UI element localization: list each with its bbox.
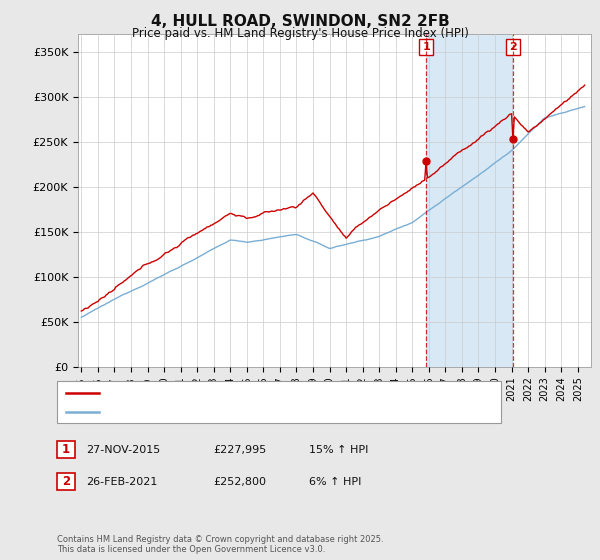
Bar — [426, 34, 513, 367]
Text: 2: 2 — [509, 42, 517, 52]
Text: 4, HULL ROAD, SWINDON, SN2 2FB (semi-detached house): 4, HULL ROAD, SWINDON, SN2 2FB (semi-det… — [105, 388, 398, 398]
Text: HPI: Average price, semi-detached house, Swindon: HPI: Average price, semi-detached house,… — [105, 407, 359, 417]
Text: Contains HM Land Registry data © Crown copyright and database right 2025.
This d: Contains HM Land Registry data © Crown c… — [57, 535, 383, 554]
Text: £252,800: £252,800 — [213, 477, 266, 487]
Text: Price paid vs. HM Land Registry's House Price Index (HPI): Price paid vs. HM Land Registry's House … — [131, 27, 469, 40]
Text: 2: 2 — [62, 475, 70, 488]
Text: 1: 1 — [62, 443, 70, 456]
Text: £227,995: £227,995 — [213, 445, 266, 455]
Text: 4, HULL ROAD, SWINDON, SN2 2FB: 4, HULL ROAD, SWINDON, SN2 2FB — [151, 14, 449, 29]
Text: 26-FEB-2021: 26-FEB-2021 — [86, 477, 157, 487]
Text: 1: 1 — [422, 42, 430, 52]
Text: 15% ↑ HPI: 15% ↑ HPI — [309, 445, 368, 455]
Text: 6% ↑ HPI: 6% ↑ HPI — [309, 477, 361, 487]
Text: 27-NOV-2015: 27-NOV-2015 — [86, 445, 160, 455]
